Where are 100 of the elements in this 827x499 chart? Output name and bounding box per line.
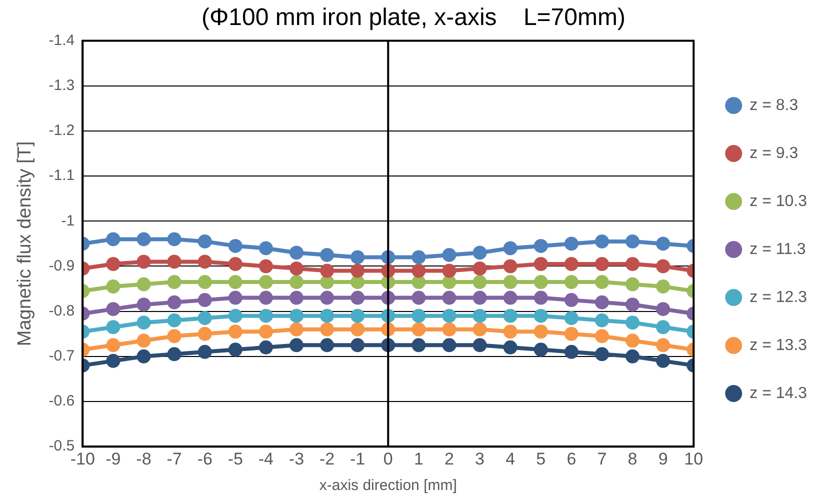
point bbox=[412, 308, 426, 323]
point bbox=[534, 308, 548, 323]
point bbox=[167, 275, 182, 290]
point bbox=[167, 254, 182, 269]
point bbox=[472, 338, 487, 352]
point bbox=[289, 246, 304, 260]
point bbox=[564, 256, 578, 271]
point bbox=[594, 313, 609, 328]
legend-label: z = 12.3 bbox=[750, 288, 808, 306]
y-tick-label: -1.2 bbox=[48, 122, 75, 140]
point bbox=[106, 232, 120, 246]
point bbox=[136, 298, 151, 312]
point bbox=[442, 338, 456, 352]
legend-label: z = 9.3 bbox=[750, 144, 798, 162]
point bbox=[626, 234, 640, 248]
point bbox=[472, 246, 487, 260]
point bbox=[198, 344, 212, 359]
point bbox=[106, 338, 120, 352]
y-tick-label: -1.3 bbox=[48, 77, 75, 94]
point bbox=[136, 232, 151, 246]
point bbox=[320, 248, 334, 262]
point bbox=[228, 275, 242, 290]
point bbox=[412, 322, 426, 336]
legend-label: z = 8.3 bbox=[750, 96, 798, 114]
point bbox=[320, 322, 334, 336]
point bbox=[656, 338, 670, 352]
point bbox=[320, 338, 334, 352]
point bbox=[594, 256, 609, 271]
point bbox=[442, 275, 456, 290]
x-tick-label: 4 bbox=[506, 449, 516, 468]
point bbox=[167, 313, 182, 328]
point bbox=[412, 290, 426, 305]
point bbox=[167, 232, 182, 246]
point bbox=[594, 347, 609, 362]
x-tick-label: 9 bbox=[658, 449, 668, 468]
point bbox=[503, 324, 518, 339]
y-axis-title: Magnetic flux density [T] bbox=[14, 141, 36, 346]
point bbox=[442, 248, 456, 262]
point bbox=[198, 326, 212, 341]
point bbox=[350, 338, 365, 352]
point bbox=[442, 322, 456, 336]
x-tick-label: -8 bbox=[136, 449, 152, 468]
point bbox=[594, 295, 609, 310]
point bbox=[289, 290, 304, 305]
point bbox=[656, 236, 670, 251]
point bbox=[350, 308, 365, 323]
point bbox=[106, 280, 120, 294]
point bbox=[564, 344, 578, 359]
point bbox=[534, 256, 548, 271]
point bbox=[503, 275, 518, 290]
point bbox=[564, 311, 578, 326]
x-tick-label: -5 bbox=[228, 449, 243, 468]
point bbox=[564, 236, 578, 251]
point bbox=[472, 262, 487, 276]
point bbox=[258, 275, 273, 290]
point bbox=[258, 241, 273, 256]
point bbox=[442, 308, 456, 323]
point bbox=[534, 290, 548, 305]
point bbox=[442, 264, 456, 278]
y-tick-label: -1.1 bbox=[48, 167, 75, 184]
point bbox=[534, 275, 548, 290]
y-tick-label: -0.7 bbox=[48, 348, 75, 365]
point bbox=[412, 264, 426, 278]
point bbox=[136, 334, 151, 348]
point bbox=[656, 302, 670, 316]
x-tick-label: 8 bbox=[628, 449, 638, 468]
point bbox=[350, 290, 365, 305]
point bbox=[198, 275, 212, 290]
point bbox=[136, 316, 151, 330]
point bbox=[503, 340, 518, 354]
x-tick-label: 1 bbox=[414, 449, 424, 468]
point bbox=[656, 354, 670, 368]
point bbox=[350, 264, 365, 278]
legend-label: z = 10.3 bbox=[750, 192, 808, 210]
point bbox=[167, 295, 182, 310]
x-tick-label: -4 bbox=[258, 449, 274, 468]
point bbox=[534, 342, 548, 357]
point bbox=[503, 308, 518, 323]
point bbox=[503, 290, 518, 305]
y-tick-label: -1 bbox=[61, 212, 75, 230]
legend-label: z = 13.3 bbox=[750, 336, 808, 354]
point bbox=[136, 277, 151, 292]
legend-label: z = 11.3 bbox=[750, 240, 806, 258]
x-tick-label: 2 bbox=[444, 449, 454, 468]
point bbox=[228, 342, 242, 357]
point bbox=[258, 259, 273, 274]
point bbox=[320, 290, 334, 305]
legend-label: z = 14.3 bbox=[750, 384, 808, 402]
point bbox=[350, 275, 365, 290]
x-tick-label: -2 bbox=[319, 449, 335, 468]
point bbox=[289, 262, 304, 276]
point bbox=[198, 254, 212, 269]
point bbox=[258, 290, 273, 305]
point bbox=[289, 338, 304, 352]
point bbox=[136, 349, 151, 364]
point bbox=[594, 275, 609, 290]
chart-title: (Φ100 mm iron plate, x-axis L=70mm) bbox=[202, 4, 626, 32]
point bbox=[136, 254, 151, 269]
x-tick-label: -3 bbox=[288, 449, 304, 468]
x-tick-label: 7 bbox=[597, 449, 607, 468]
